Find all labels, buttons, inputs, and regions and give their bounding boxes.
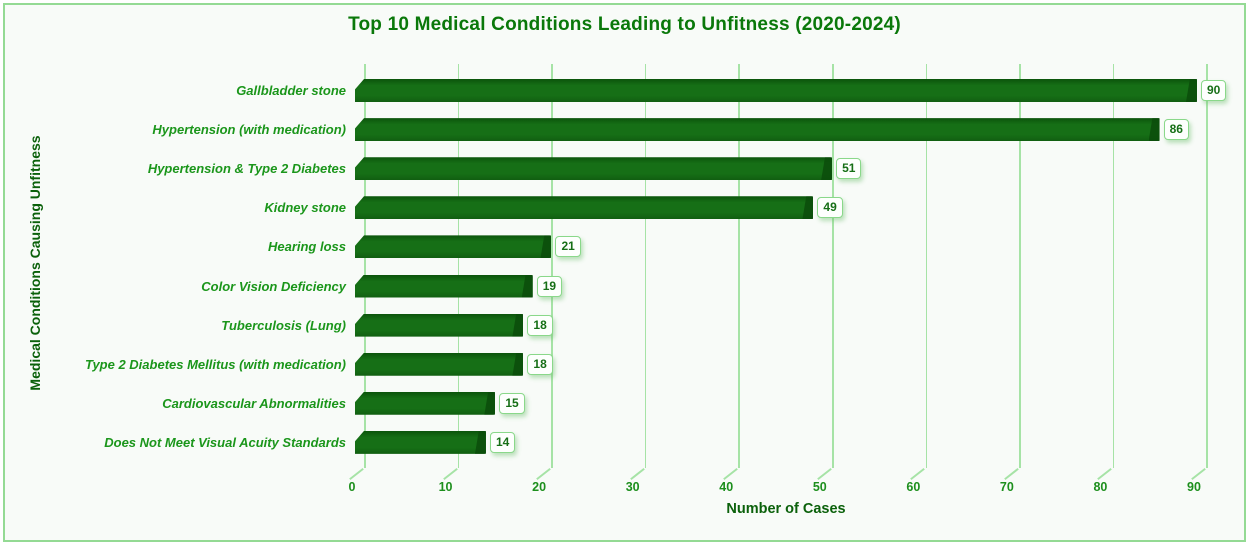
value-label: 49	[817, 197, 843, 219]
category-label: Kidney stone	[264, 200, 346, 216]
x-tick-label: 20	[532, 480, 547, 494]
category-label: Hypertension & Type 2 Diabetes	[147, 161, 346, 177]
x-tick-label: 80	[1093, 480, 1108, 494]
gridline	[457, 64, 460, 468]
value-label: 18	[527, 314, 553, 336]
x-tick-label: 90	[1187, 480, 1201, 494]
category-label: Tuberculosis (Lung)	[221, 317, 346, 333]
value-label: 19	[536, 275, 563, 297]
x-tick	[1004, 467, 1019, 481]
x-tick-label: 10	[438, 480, 453, 494]
bar	[355, 196, 814, 220]
x-tick	[910, 467, 926, 481]
gridline	[1112, 64, 1115, 468]
x-axis-title: Number of Cases	[726, 501, 846, 517]
x-tick	[629, 467, 645, 481]
x-tick	[349, 467, 364, 481]
value-label: 86	[1163, 119, 1189, 141]
gridline	[644, 64, 647, 468]
bar	[355, 79, 1197, 102]
category-label: Type 2 Diabetes Mellitus (with medicatio…	[84, 356, 346, 372]
gridline	[1206, 64, 1208, 468]
chart-frame: Top 10 Medical Conditions Leading to Unf…	[3, 3, 1246, 542]
value-label: 15	[499, 392, 525, 414]
value-label: 14	[489, 431, 516, 453]
value-label: 90	[1201, 80, 1227, 101]
gridline	[551, 64, 553, 468]
bar	[355, 391, 496, 415]
x-tick	[1097, 467, 1113, 481]
x-tick	[1191, 467, 1206, 481]
category-label: Hearing loss	[267, 239, 346, 255]
chart-title: Top 10 Medical Conditions Leading to Unf…	[348, 14, 901, 35]
chart-canvas: Top 10 Medical Conditions Leading to Unf…	[5, 5, 1244, 540]
bar	[355, 430, 486, 454]
gridline	[832, 64, 834, 468]
bar	[355, 352, 524, 376]
category-label: Does Not Meet Visual Acuity Standards	[104, 434, 346, 450]
category-label: Hypertension (with medication)	[152, 122, 346, 138]
x-tick	[723, 467, 739, 481]
bar	[355, 313, 524, 337]
bar	[355, 157, 833, 181]
bar	[355, 235, 552, 259]
x-tick-label: 30	[625, 480, 640, 494]
value-label: 21	[555, 236, 581, 258]
bar	[355, 118, 1160, 142]
x-tick-label: 70	[999, 480, 1014, 494]
gridline	[364, 64, 366, 468]
x-tick-label: 40	[719, 480, 734, 494]
value-label: 18	[527, 353, 553, 375]
x-tick-label: 60	[906, 480, 921, 494]
x-tick	[536, 467, 551, 481]
gridline	[1019, 64, 1021, 468]
gridline	[738, 64, 740, 468]
x-tick	[816, 467, 832, 481]
category-label: Gallbladder stone	[236, 83, 346, 98]
category-label: Color Vision Deficiency	[201, 278, 346, 294]
gridline	[925, 64, 928, 468]
category-label: Cardiovascular Abnormalities	[162, 395, 346, 411]
x-tick-label: 0	[348, 480, 356, 494]
x-tick-label: 50	[812, 480, 827, 494]
bar	[355, 274, 533, 298]
value-label: 51	[836, 158, 862, 180]
x-tick	[442, 467, 458, 481]
